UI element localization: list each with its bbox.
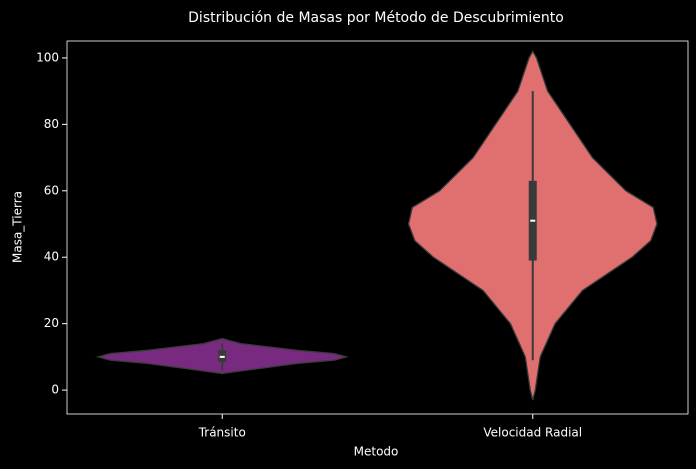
y-tick-label: 60 xyxy=(44,183,59,197)
y-tick-label: 40 xyxy=(44,250,59,264)
y-tick-label: 0 xyxy=(51,383,59,397)
chart-title: Distribución de Masas por Método de Desc… xyxy=(188,10,564,26)
y-axis-label: Masa_Tierra xyxy=(11,191,25,263)
y-tick-label: 80 xyxy=(44,117,59,131)
x-tick-label: Tránsito xyxy=(198,426,246,440)
y-tick-label: 100 xyxy=(36,50,59,64)
x-axis-label: Metodo xyxy=(354,445,399,459)
x-tick-label: Velocidad Radial xyxy=(483,426,582,440)
y-tick-label: 20 xyxy=(44,316,59,330)
plot-frame xyxy=(66,40,689,415)
